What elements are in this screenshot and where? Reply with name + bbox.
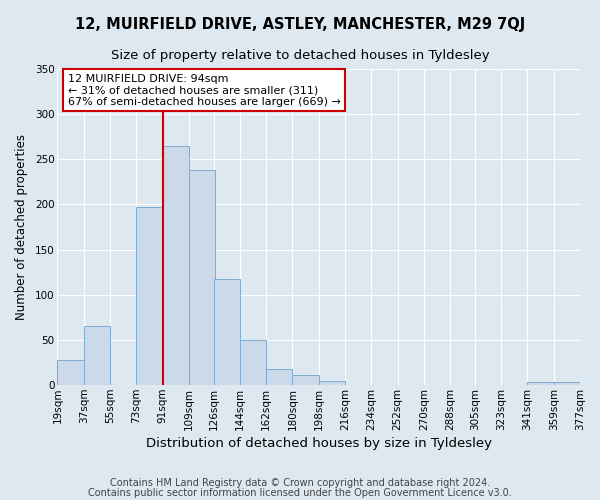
Text: Contains HM Land Registry data © Crown copyright and database right 2024.: Contains HM Land Registry data © Crown c… xyxy=(110,478,490,488)
Text: Size of property relative to detached houses in Tyldesley: Size of property relative to detached ho… xyxy=(110,48,490,62)
Bar xyxy=(292,375,319,385)
Text: 12 MUIRFIELD DRIVE: 94sqm
← 31% of detached houses are smaller (311)
67% of semi: 12 MUIRFIELD DRIVE: 94sqm ← 31% of detac… xyxy=(68,74,341,107)
Bar xyxy=(554,382,580,385)
Bar xyxy=(240,340,266,385)
Bar xyxy=(266,369,292,385)
Bar xyxy=(527,382,554,385)
Text: Contains public sector information licensed under the Open Government Licence v3: Contains public sector information licen… xyxy=(88,488,512,498)
Text: 12, MUIRFIELD DRIVE, ASTLEY, MANCHESTER, M29 7QJ: 12, MUIRFIELD DRIVE, ASTLEY, MANCHESTER,… xyxy=(75,16,525,32)
Y-axis label: Number of detached properties: Number of detached properties xyxy=(15,134,28,320)
Bar xyxy=(163,146,189,385)
Bar xyxy=(214,278,240,385)
Bar xyxy=(319,380,345,385)
Bar xyxy=(58,360,84,385)
Bar xyxy=(136,207,163,385)
X-axis label: Distribution of detached houses by size in Tyldesley: Distribution of detached houses by size … xyxy=(146,437,492,450)
Bar xyxy=(189,170,215,385)
Bar xyxy=(84,326,110,385)
